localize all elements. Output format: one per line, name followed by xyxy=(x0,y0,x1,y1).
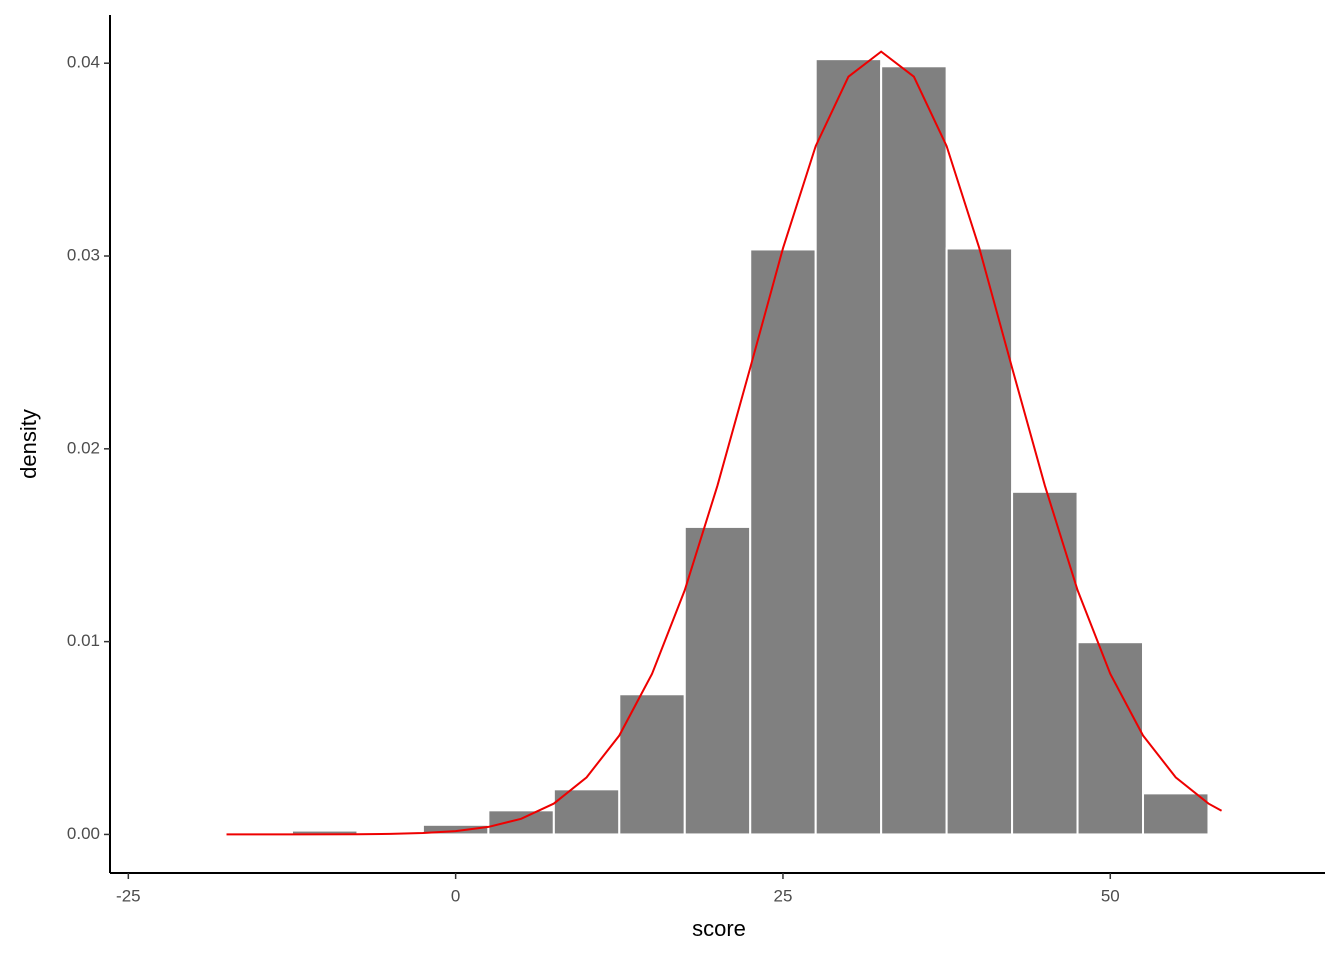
bar xyxy=(1011,490,1079,836)
bar xyxy=(945,247,1014,836)
bar xyxy=(880,65,948,836)
bar xyxy=(749,248,817,836)
bar xyxy=(552,788,621,836)
density-curve xyxy=(226,50,1223,836)
bar xyxy=(814,58,883,836)
y-tick-label: 0.00 xyxy=(67,824,100,843)
y-tick-label: 0.04 xyxy=(67,53,100,72)
bar xyxy=(683,525,752,836)
x-axis-label: score xyxy=(692,916,746,941)
y-tick-label: 0.01 xyxy=(67,631,100,650)
y-tick-label: 0.02 xyxy=(67,438,100,457)
bar xyxy=(1142,792,1210,836)
bar xyxy=(487,809,555,836)
y-tick-label: 0.03 xyxy=(67,245,100,264)
x-tick-label: 0 xyxy=(451,886,460,905)
y-axis-label: density xyxy=(16,409,41,479)
x-tick-label: 50 xyxy=(1101,886,1120,905)
x-tick-label: 25 xyxy=(774,886,793,905)
x-tick-label: -25 xyxy=(116,886,141,905)
bar xyxy=(1076,641,1145,836)
